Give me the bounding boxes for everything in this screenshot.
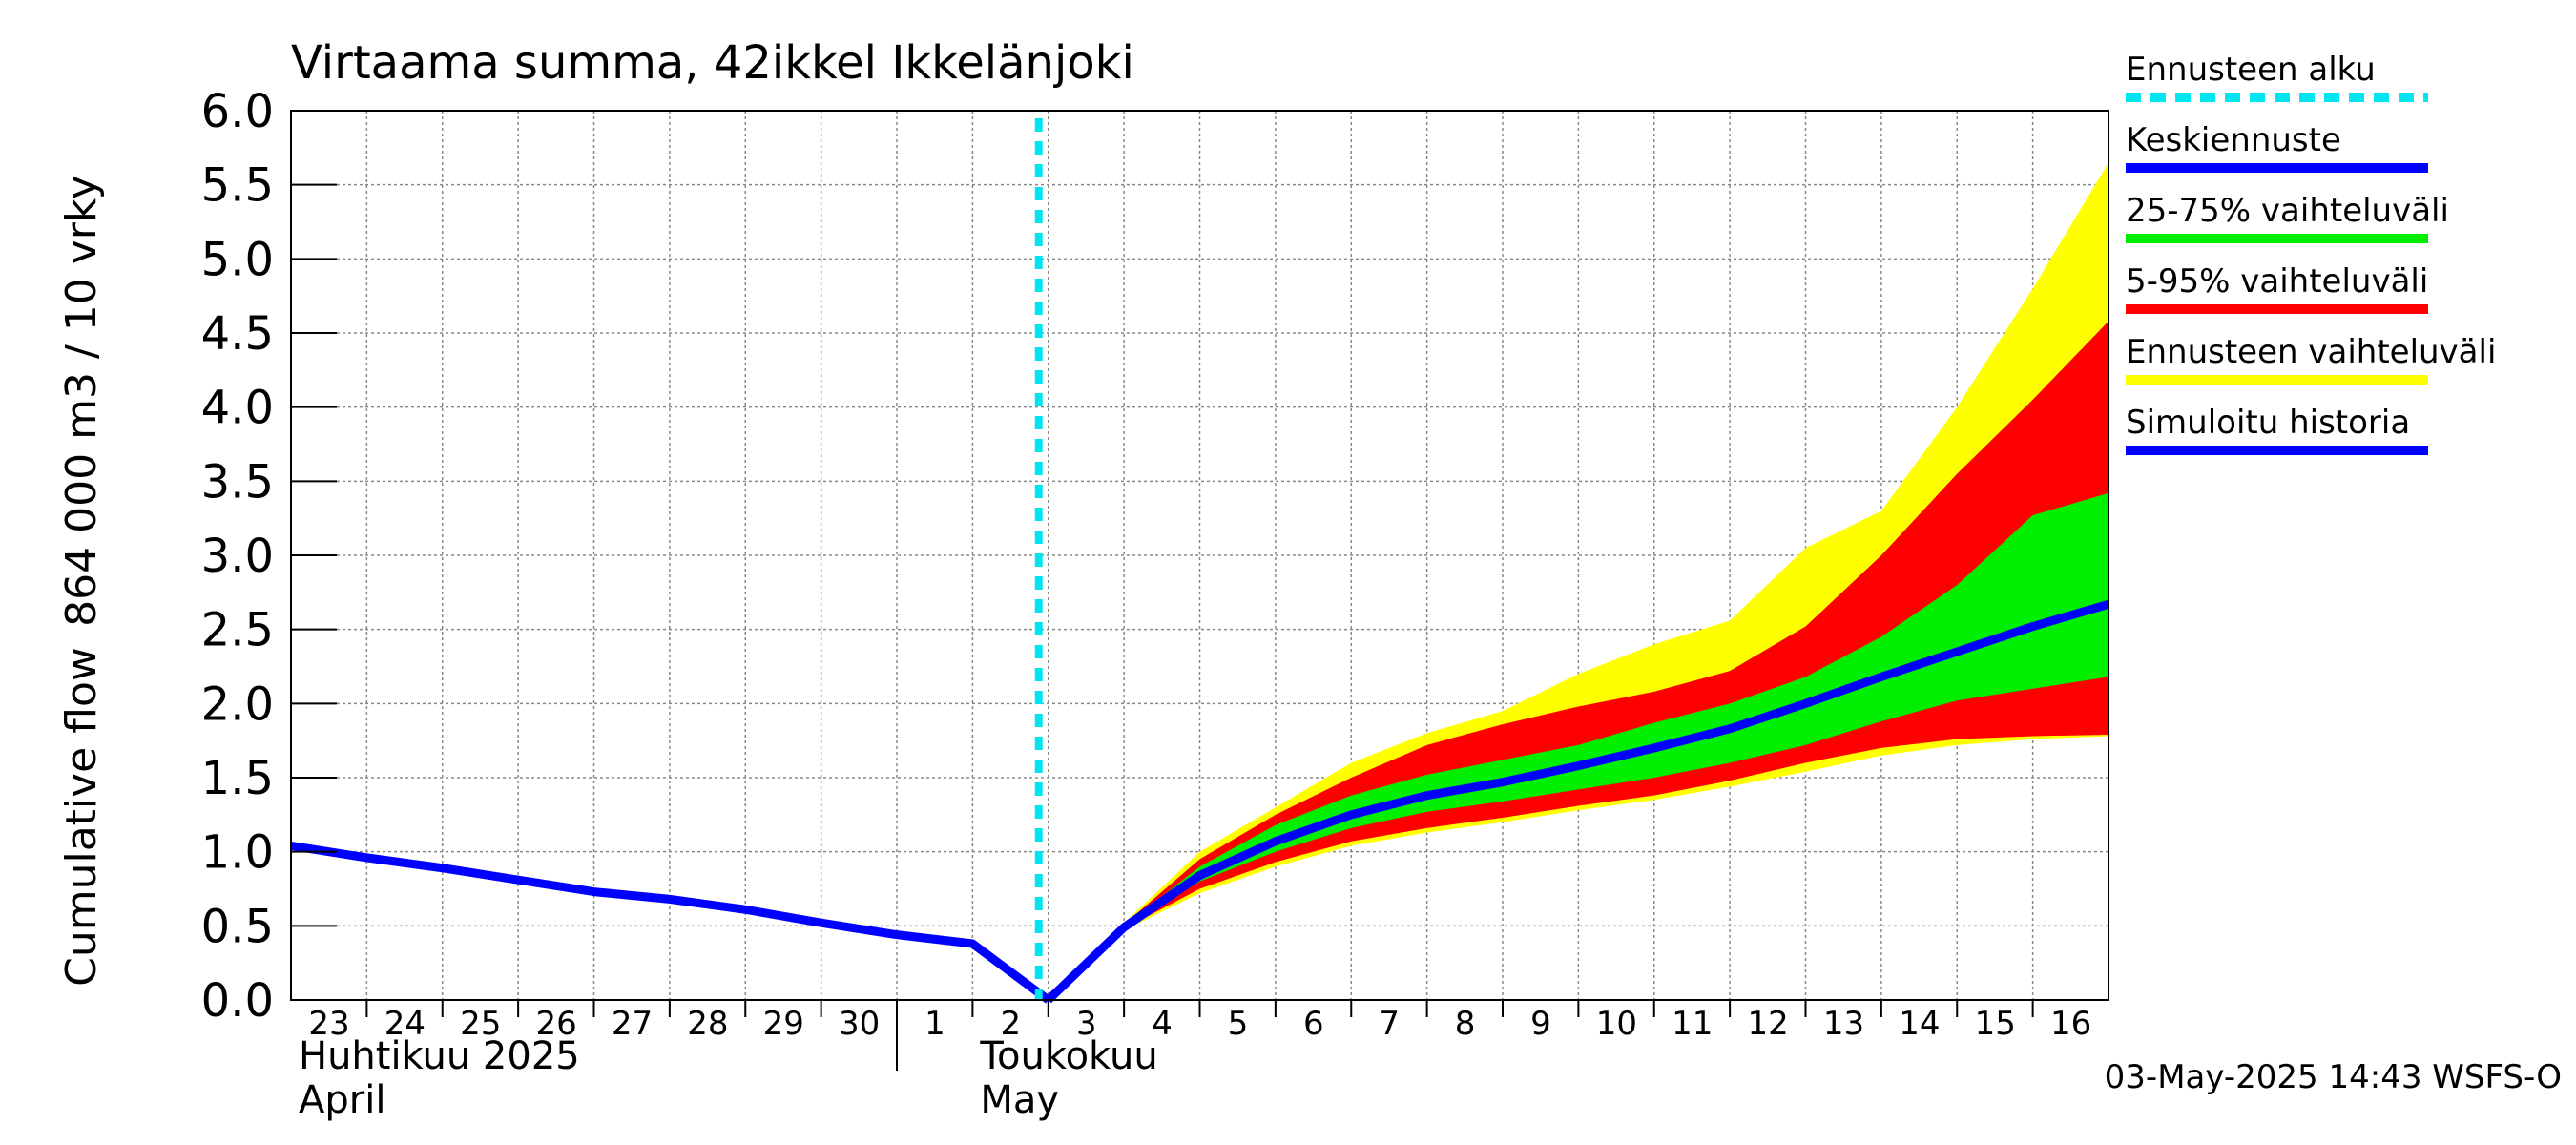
x-tick-label: 1 xyxy=(924,1005,945,1043)
y-tick-label: 5.5 xyxy=(201,159,274,213)
y-axis-label-main: Cumulative flow xyxy=(57,647,106,987)
y-axis-ticks: 0.0 0.5 1.0 1.5 2.0 2.5 3.0 3.5 4.0 4.5 5.0 5.5 6.0 xyxy=(201,85,337,1028)
median-forecast-line xyxy=(1045,599,2110,1004)
legend-label: Keskiennuste xyxy=(2126,121,2341,159)
x-tick-label: 7 xyxy=(1379,1005,1400,1043)
band-25-75-vaihteluv-li xyxy=(1048,492,2109,1000)
band-ennusteen-vaihteluv-li xyxy=(1048,162,2109,1000)
legend-label: 25-75% vaihteluväli xyxy=(2126,192,2449,230)
legend-label: Simuloitu historia xyxy=(2126,404,2410,442)
legend-label: 5-95% vaihteluväli xyxy=(2126,262,2428,301)
x-tick-label: 4 xyxy=(1152,1005,1173,1043)
x-tick-label: 14 xyxy=(1899,1005,1940,1043)
x-tick-label: 23 xyxy=(308,1005,349,1043)
x-tick-label: 16 xyxy=(2050,1005,2091,1043)
month-label-english: April xyxy=(299,1078,385,1122)
flow-lines xyxy=(290,599,2110,1004)
history-line xyxy=(290,842,1051,1004)
x-tick-label: 11 xyxy=(1672,1005,1713,1043)
y-tick-label: 6.0 xyxy=(201,85,274,138)
y-tick-label: 4.5 xyxy=(201,307,274,361)
chart-title: Virtaama summa, 42ikkel Ikkelänjoki xyxy=(291,36,1134,90)
legend-label: Ennusteen alku xyxy=(2126,51,2376,89)
y-tick-label: 3.5 xyxy=(201,455,274,509)
x-tick-label: 6 xyxy=(1303,1005,1324,1043)
x-tick-label: 5 xyxy=(1228,1005,1249,1043)
y-axis-label-units: 864 000 m3 / 10 vrky xyxy=(57,175,106,627)
x-tick-label: 30 xyxy=(839,1005,880,1043)
y-tick-label: 4.0 xyxy=(201,382,274,435)
y-tick-label: 2.5 xyxy=(201,604,274,657)
x-tick-label: 9 xyxy=(1530,1005,1551,1043)
x-axis-ticks: 23 24 25 26 27 28 29 30 1 2 3 4 5 6 7 8 9 10 11 12 13 14 15 16 xyxy=(308,1000,2091,1071)
x-tick-label: 24 xyxy=(384,1005,426,1043)
x-tick-label: 26 xyxy=(535,1005,576,1043)
x-tick-label: 13 xyxy=(1823,1005,1864,1043)
x-tick-label: 25 xyxy=(460,1005,501,1043)
timestamp: 03-May-2025 14:43 WSFS-O xyxy=(2105,1058,2562,1096)
x-tick-label: 8 xyxy=(1455,1005,1476,1043)
y-tick-label: 1.5 xyxy=(201,752,274,805)
x-tick-label: 27 xyxy=(612,1005,653,1043)
y-tick-label: 1.0 xyxy=(201,826,274,880)
y-tick-label: 0.5 xyxy=(201,900,274,953)
month-label-english: May xyxy=(980,1078,1059,1122)
x-tick-label: 10 xyxy=(1596,1005,1637,1043)
y-tick-label: 2.0 xyxy=(201,677,274,731)
legend: Ennusteen alku Keskiennuste 25-75% vaihtel… xyxy=(2126,51,2496,455)
x-tick-label: 28 xyxy=(687,1005,728,1043)
x-tick-label: 2 xyxy=(1001,1005,1022,1043)
y-tick-label: 5.0 xyxy=(201,233,274,286)
x-tick-label: 15 xyxy=(1975,1005,2016,1043)
legend-label: Ennusteen vaihteluväli xyxy=(2126,333,2496,371)
y-tick-label: 0.0 xyxy=(201,974,274,1028)
month-label: Toukokuu xyxy=(979,1034,1157,1078)
y-tick-label: 3.0 xyxy=(201,530,274,583)
month-label: Huhtikuu 2025 xyxy=(299,1034,580,1078)
x-tick-label: 3 xyxy=(1076,1005,1097,1043)
x-tick-label: 29 xyxy=(763,1005,804,1043)
x-tick-label: 12 xyxy=(1747,1005,1788,1043)
